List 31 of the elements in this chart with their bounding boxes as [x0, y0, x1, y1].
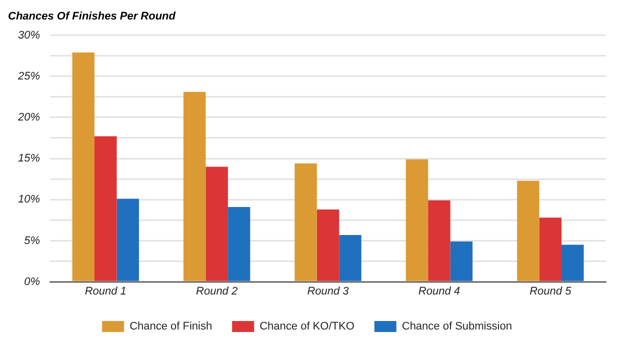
y-tick-label: 5% [24, 234, 40, 247]
bar [539, 218, 562, 282]
x-tick-label: Round 2 [196, 285, 238, 298]
x-tick-label: Round 3 [307, 285, 350, 298]
y-tick-label: 20% [16, 111, 40, 124]
x-tick-label: Round 1 [84, 285, 126, 298]
y-tick-label: 0% [24, 276, 40, 288]
x-tick-label: Round 5 [530, 285, 572, 298]
bar [294, 163, 317, 282]
bar [428, 200, 450, 282]
y-tick-label: 25% [16, 70, 40, 82]
bar [562, 244, 584, 282]
y-tick-label: 30% [18, 29, 40, 42]
bar [450, 242, 473, 282]
legend-label: Chance of Finish [130, 320, 212, 333]
bar [206, 166, 228, 282]
bar [316, 209, 340, 282]
bar [116, 198, 139, 282]
bar [94, 136, 117, 282]
bar [72, 52, 94, 282]
y-tick-label: 10% [18, 194, 40, 206]
bar [228, 207, 250, 282]
bar [517, 180, 540, 282]
legend-label: Chance of Submission [402, 320, 512, 333]
chart-title: Chances Of Finishes Per Round [8, 10, 176, 23]
bar [339, 234, 362, 282]
y-tick-label: 15% [18, 152, 40, 165]
x-tick-label: Round 4 [418, 285, 460, 298]
bar [183, 92, 206, 282]
bar [406, 159, 428, 282]
legend-label: Chance of KO/TKO [260, 320, 355, 333]
